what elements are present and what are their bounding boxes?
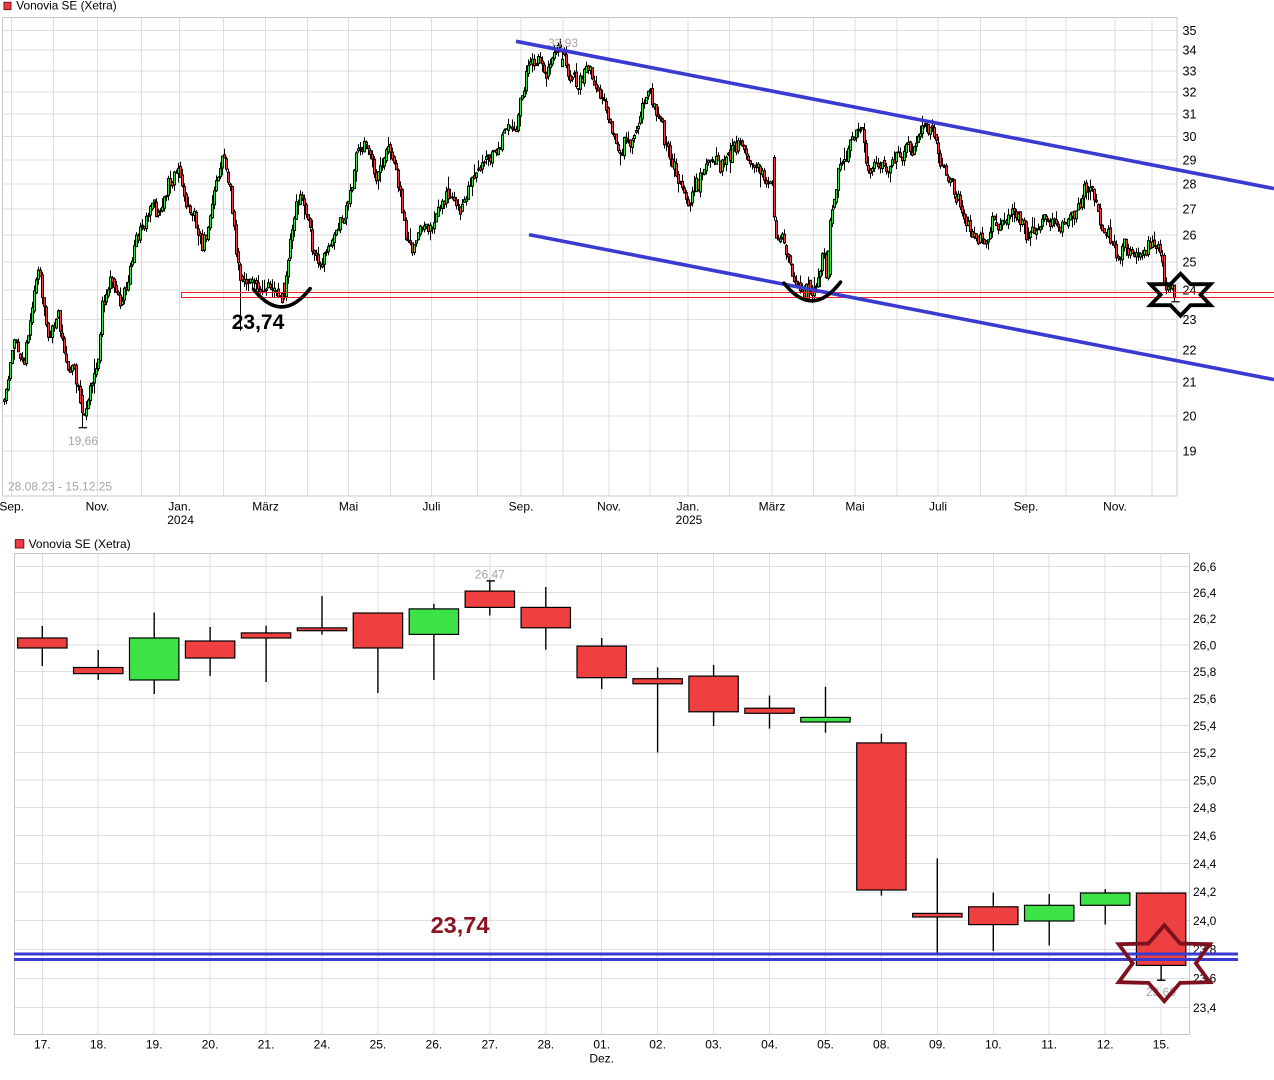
svg-text:26,6: 26,6: [1193, 560, 1217, 574]
svg-text:26: 26: [1183, 229, 1197, 243]
svg-text:23,74: 23,74: [232, 311, 285, 334]
svg-text:24,0: 24,0: [1193, 914, 1217, 928]
svg-text:25,4: 25,4: [1193, 719, 1217, 733]
svg-text:15.: 15.: [1153, 1037, 1170, 1051]
svg-text:24,8: 24,8: [1193, 801, 1217, 815]
svg-text:26,0: 26,0: [1193, 638, 1217, 652]
svg-text:09.: 09.: [929, 1037, 946, 1051]
svg-text:31: 31: [1183, 107, 1197, 121]
svg-text:Vonovia SE (Xetra): Vonovia SE (Xetra): [16, 0, 116, 13]
svg-text:26,4: 26,4: [1193, 586, 1217, 600]
svg-text:22: 22: [1183, 344, 1197, 358]
svg-text:Mai: Mai: [339, 500, 358, 514]
svg-text:2025: 2025: [676, 513, 703, 527]
svg-text:32: 32: [1183, 86, 1197, 100]
svg-text:28.: 28.: [537, 1037, 554, 1051]
svg-text:19: 19: [1183, 445, 1197, 459]
svg-text:24.: 24.: [314, 1037, 331, 1051]
svg-text:Juli: Juli: [929, 500, 947, 514]
svg-text:23,74: 23,74: [431, 912, 490, 938]
svg-text:05.: 05.: [817, 1037, 834, 1051]
svg-text:Jan.: Jan.: [168, 500, 191, 514]
svg-text:18.: 18.: [90, 1037, 107, 1051]
svg-text:08.: 08.: [873, 1037, 890, 1051]
svg-text:11.: 11.: [1041, 1037, 1057, 1051]
svg-text:19.: 19.: [146, 1037, 163, 1051]
svg-text:35: 35: [1183, 24, 1197, 38]
svg-text:25,2: 25,2: [1193, 746, 1217, 760]
svg-text:28.08.23 - 15.12.25: 28.08.23 - 15.12.25: [8, 480, 112, 494]
svg-text:20.: 20.: [202, 1037, 219, 1051]
svg-text:März: März: [252, 500, 279, 514]
svg-text:30: 30: [1183, 130, 1197, 144]
svg-text:Jan.: Jan.: [677, 500, 700, 514]
svg-text:Vonovia SE (Xetra): Vonovia SE (Xetra): [29, 537, 131, 551]
svg-text:Dez.: Dez.: [589, 1051, 614, 1065]
svg-text:21: 21: [1183, 376, 1197, 390]
svg-text:Sep.: Sep.: [509, 500, 534, 514]
svg-text:2024: 2024: [167, 513, 194, 527]
svg-text:Nov.: Nov.: [86, 500, 110, 514]
svg-text:34: 34: [1183, 44, 1197, 58]
svg-text:23,4: 23,4: [1193, 1001, 1217, 1015]
svg-text:33,93: 33,93: [548, 36, 578, 50]
svg-text:29: 29: [1183, 153, 1197, 167]
svg-text:26.: 26.: [426, 1037, 443, 1051]
svg-text:Nov.: Nov.: [1103, 500, 1127, 514]
svg-text:Mai: Mai: [845, 500, 864, 514]
svg-text:02.: 02.: [649, 1037, 666, 1051]
svg-text:01.: 01.: [593, 1037, 610, 1051]
svg-text:Sep.: Sep.: [0, 500, 24, 514]
svg-text:24: 24: [1183, 284, 1197, 298]
svg-text:27.: 27.: [481, 1037, 498, 1051]
svg-text:23: 23: [1183, 313, 1197, 327]
svg-text:10.: 10.: [985, 1037, 1002, 1051]
svg-text:03.: 03.: [705, 1037, 722, 1051]
svg-text:25,8: 25,8: [1193, 665, 1217, 679]
svg-text:04.: 04.: [761, 1037, 778, 1051]
svg-text:Juli: Juli: [422, 500, 440, 514]
svg-text:25,0: 25,0: [1193, 773, 1217, 787]
svg-text:20: 20: [1183, 409, 1197, 423]
svg-text:25: 25: [1183, 256, 1197, 270]
svg-text:27: 27: [1183, 203, 1197, 217]
svg-text:21.: 21.: [258, 1037, 275, 1051]
svg-text:März: März: [759, 500, 786, 514]
svg-text:12.: 12.: [1097, 1037, 1114, 1051]
svg-text:25.: 25.: [370, 1037, 387, 1051]
svg-text:Nov.: Nov.: [597, 500, 621, 514]
svg-text:25,6: 25,6: [1193, 692, 1217, 706]
svg-text:24,6: 24,6: [1193, 829, 1217, 843]
svg-text:26,2: 26,2: [1193, 612, 1217, 626]
svg-text:26,47: 26,47: [475, 568, 505, 582]
svg-text:17.: 17.: [34, 1037, 51, 1051]
svg-text:28: 28: [1183, 178, 1197, 192]
svg-text:Sep.: Sep.: [1014, 500, 1039, 514]
svg-text:33: 33: [1183, 64, 1197, 78]
svg-text:24,2: 24,2: [1193, 885, 1217, 899]
svg-text:19,66: 19,66: [68, 434, 98, 448]
svg-text:24,4: 24,4: [1193, 857, 1217, 871]
